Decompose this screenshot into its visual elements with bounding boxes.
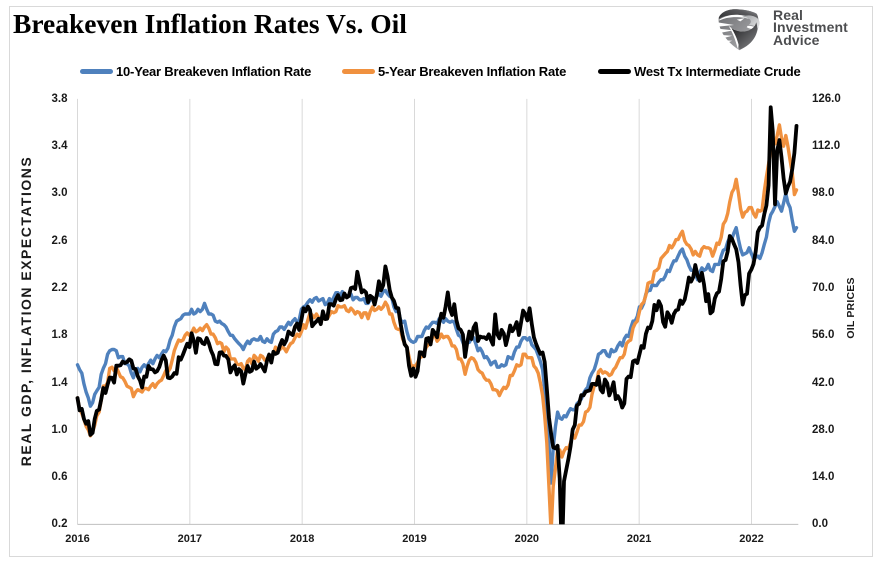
- right-tick-126.0: 126.0: [812, 92, 841, 105]
- left-tick-1.4: 1.4: [51, 376, 68, 389]
- right-tick-98.0: 98.0: [812, 187, 835, 200]
- brand-line-3: Advice: [773, 31, 820, 48]
- x-tick-2021: 2021: [626, 532, 652, 545]
- legend-swatch-10-year: [80, 69, 113, 74]
- series-line-wti: [75, 105, 799, 525]
- legend-swatch-wti: [598, 69, 631, 74]
- right-tick-28.0: 28.0: [812, 423, 835, 436]
- chart-frame: [9, 6, 873, 557]
- left-tick-1.8: 1.8: [51, 329, 68, 342]
- series-line-10-year: [75, 191, 799, 485]
- left-tick-0.6: 0.6: [51, 471, 68, 484]
- x-tick-2022: 2022: [739, 532, 764, 545]
- brand-line-1: Real: [773, 7, 803, 23]
- legend-label-10-year: 10-Year Breakeven Inflation Rate: [116, 64, 312, 79]
- left-tick-2.6: 2.6: [51, 234, 68, 247]
- right-tick-112.0: 112.0: [812, 140, 841, 153]
- right-tick-84.0: 84.0: [812, 234, 835, 247]
- left-tick-1.0: 1.0: [51, 423, 68, 436]
- x-tick-2018: 2018: [289, 532, 315, 545]
- left-tick-3.4: 3.4: [51, 140, 68, 153]
- right-tick-70.0: 70.0: [812, 282, 835, 294]
- left-tick-3.8: 3.8: [51, 92, 68, 105]
- chart-title: Breakeven Inflation Rates Vs. Oil: [13, 8, 407, 39]
- left-tick-0.2: 0.2: [51, 518, 68, 531]
- eagle-shield-icon: [717, 9, 760, 51]
- right-tick-14.0: 14.0: [812, 471, 835, 484]
- brand-text: Real Investment Advice: [773, 7, 848, 48]
- brand-line-2: Investment: [773, 19, 848, 36]
- x-tick-2016: 2016: [65, 532, 90, 545]
- legend-label-5-year: 5-Year Breakeven Inflation Rate: [378, 64, 567, 79]
- left-tick-3.0: 3.0: [51, 187, 68, 200]
- x-tick-2017: 2017: [177, 532, 203, 545]
- legend-label-wti: West Tx Intermediate Crude: [634, 64, 801, 79]
- right-tick-42.0: 42.0: [812, 376, 835, 389]
- series-line-5-year: [75, 123, 799, 525]
- legend-swatch-5-year: [342, 69, 375, 74]
- right-tick-56.0: 56.0: [812, 329, 835, 342]
- right-tick-0.0: 0.0: [812, 518, 828, 531]
- x-tick-2020: 2020: [514, 532, 540, 545]
- left-tick-2.2: 2.2: [51, 282, 68, 294]
- x-tick-2019: 2019: [402, 532, 427, 545]
